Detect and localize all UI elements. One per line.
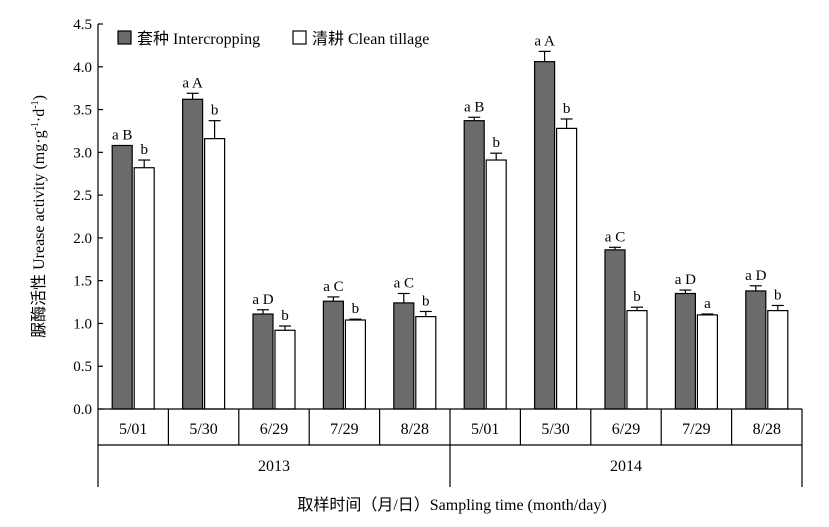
x-tick-label-7: 6/29 <box>612 421 640 438</box>
x-tick-label-5: 5/01 <box>471 421 499 438</box>
bar-clean_tillage-3 <box>344 319 366 410</box>
significance-label-clean_tillage-6: b <box>563 101 571 117</box>
y-tick-label-1: 0.5 <box>73 359 92 375</box>
bar-intercropping-0 <box>111 144 133 410</box>
bar-clean_tillage-7 <box>626 310 648 410</box>
bar-clean_tillage-5 <box>485 159 507 410</box>
labels-layer: a B a A a D a C a C a B a A a C a D a D b b b b b b b b a b <box>112 33 782 324</box>
year-label-0: 2013 <box>258 458 290 475</box>
x-tick-label-4: 8/28 <box>401 421 429 438</box>
legend: 套种 Intercropping 清耕 Clean tillage <box>117 30 429 48</box>
significance-label-intercropping-4: a C <box>394 276 414 292</box>
significance-label-intercropping-2: a D <box>252 292 273 308</box>
y-tick-label-6: 3.0 <box>73 145 92 161</box>
significance-label-intercropping-9: a D <box>745 268 766 284</box>
significance-label-intercropping-8: a D <box>675 272 696 288</box>
significance-label-clean_tillage-7: b <box>633 289 641 305</box>
significance-label-intercropping-3: a C <box>323 279 343 295</box>
significance-label-clean_tillage-1: b <box>211 103 219 119</box>
x-tick-label-1: 5/30 <box>189 421 217 438</box>
y-tick-label-8: 4.0 <box>73 60 92 76</box>
y-axis-title-superscript: -1 <box>30 122 41 130</box>
bar-intercropping-1 <box>182 98 204 410</box>
bar-clean_tillage-4 <box>415 316 437 410</box>
y-tick-label-4: 2.0 <box>73 231 92 247</box>
bars-layer <box>111 50 789 410</box>
y-axis-title: 脲酶活性 Urease activity (mg·g-1·d-1) <box>30 95 48 338</box>
x-tick-label-3: 7/29 <box>330 421 358 438</box>
bar-intercropping-2 <box>252 313 274 410</box>
y-tick-label-2: 1.0 <box>73 316 92 332</box>
y-axis-title-text: ·d <box>31 109 48 122</box>
bar-clean_tillage-0 <box>133 167 155 410</box>
legend-label-intercropping: 套种 Intercropping <box>137 30 260 48</box>
bar-clean_tillage-9 <box>767 310 789 410</box>
bar-clean_tillage-1 <box>204 138 226 410</box>
significance-label-intercropping-7: a C <box>605 229 625 245</box>
significance-label-intercropping-0: a B <box>112 127 132 143</box>
x-tick-label-9: 8/28 <box>753 421 781 438</box>
year-label-1: 2014 <box>610 458 642 475</box>
significance-label-intercropping-5: a B <box>464 99 484 115</box>
y-axis-title-text: ) <box>31 95 48 100</box>
bar-clean_tillage-2 <box>274 329 296 410</box>
significance-label-clean_tillage-0: b <box>140 142 148 158</box>
bar-clean_tillage-6 <box>555 127 578 410</box>
bar-intercropping-4 <box>393 302 415 410</box>
x-tick-label-2: 6/29 <box>260 421 288 438</box>
x-tick-label-6: 5/30 <box>541 421 569 438</box>
significance-label-clean_tillage-2: b <box>281 308 289 324</box>
x-tick-label-8: 7/29 <box>682 421 710 438</box>
bar-intercropping-8 <box>674 292 697 410</box>
bar-intercropping-9 <box>745 290 767 410</box>
axes-layer: 0.0 0.5 1.0 1.5 2.0 2.5 3.0 3.5 4.0 4.5 5/01 5/30 6/… <box>30 17 803 514</box>
bar-intercropping-3 <box>322 300 344 410</box>
y-tick-label-9: 4.5 <box>73 17 92 33</box>
significance-label-intercropping-6: a A <box>534 33 555 49</box>
y-axis-title-text: 脲酶活性 Urease activity (mg·g <box>30 130 48 338</box>
significance-label-clean_tillage-4: b <box>422 293 430 309</box>
bar-intercropping-7 <box>604 249 626 410</box>
significance-label-clean_tillage-8: a <box>704 296 711 312</box>
x-tick-label-0: 5/01 <box>119 421 147 438</box>
significance-label-clean_tillage-5: b <box>492 135 500 151</box>
significance-label-intercropping-1: a A <box>182 75 203 91</box>
y-tick-label-0: 0.0 <box>73 402 92 418</box>
y-tick-label-3: 1.5 <box>73 274 92 290</box>
y-axis-title-superscript: -1 <box>30 100 41 108</box>
legend-swatch-intercropping <box>117 30 132 45</box>
bar-clean_tillage-8 <box>696 314 719 410</box>
bar-intercropping-6 <box>533 61 556 410</box>
legend-swatch-clean_tillage <box>292 30 307 45</box>
significance-label-clean_tillage-3: b <box>352 301 360 317</box>
legend-label-clean_tillage: 清耕 Clean tillage <box>312 30 429 48</box>
y-tick-label-7: 3.5 <box>73 103 92 119</box>
x-axis-title: 取样时间（月/日）Sampling time (month/day) <box>297 496 606 514</box>
significance-label-clean_tillage-9: b <box>774 287 782 303</box>
y-tick-label-5: 2.5 <box>73 188 92 204</box>
bar-intercropping-5 <box>463 120 485 410</box>
